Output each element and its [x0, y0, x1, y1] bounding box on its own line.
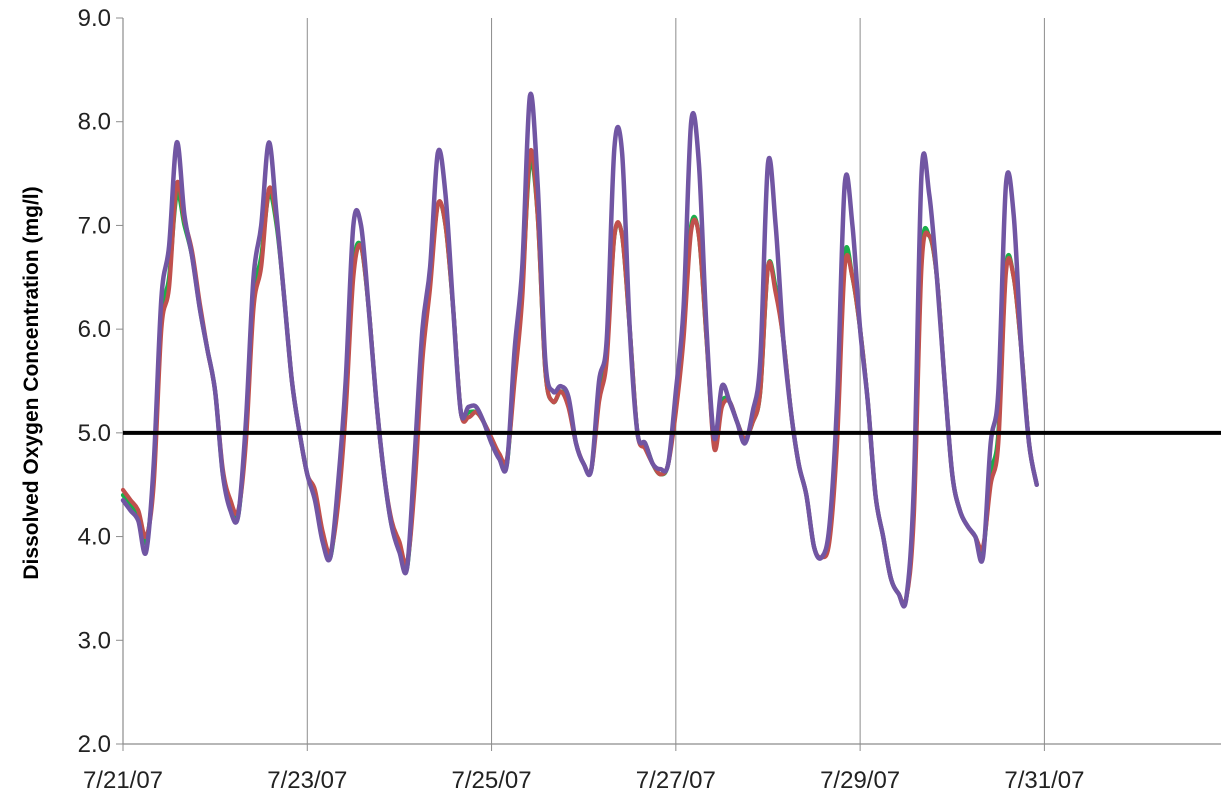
y-tick-label: 3.0 — [78, 627, 111, 654]
x-tick-label: 7/29/07 — [820, 767, 900, 794]
series-line-purple — [120, 91, 1039, 609]
y-tick-label: 4.0 — [78, 524, 111, 551]
axes — [116, 17, 1221, 751]
y-axis-title: Dissolved Oxygen Concentration (mg/l) — [20, 186, 43, 579]
y-tick-label: 5.0 — [78, 420, 111, 447]
x-tick-label: 7/23/07 — [267, 767, 347, 794]
x-tick-label: 7/31/07 — [1004, 767, 1084, 794]
x-tick-label: 7/25/07 — [452, 767, 532, 794]
x-tick-label: 7/27/07 — [636, 767, 716, 794]
tick-labels: 7/21/07 7/23/07 7/25/07 7/27/07 7/29/07 7/31/… — [78, 5, 1085, 794]
x-tick-label: 7/21/07 — [83, 767, 163, 794]
y-tick-label: 7.0 — [78, 212, 111, 239]
y-tick-label: 9.0 — [78, 5, 111, 32]
y-tick-label: 8.0 — [78, 109, 111, 136]
y-tick-label: 2.0 — [78, 731, 111, 758]
series-lines — [120, 91, 1039, 609]
y-tick-label: 6.0 — [78, 316, 111, 343]
